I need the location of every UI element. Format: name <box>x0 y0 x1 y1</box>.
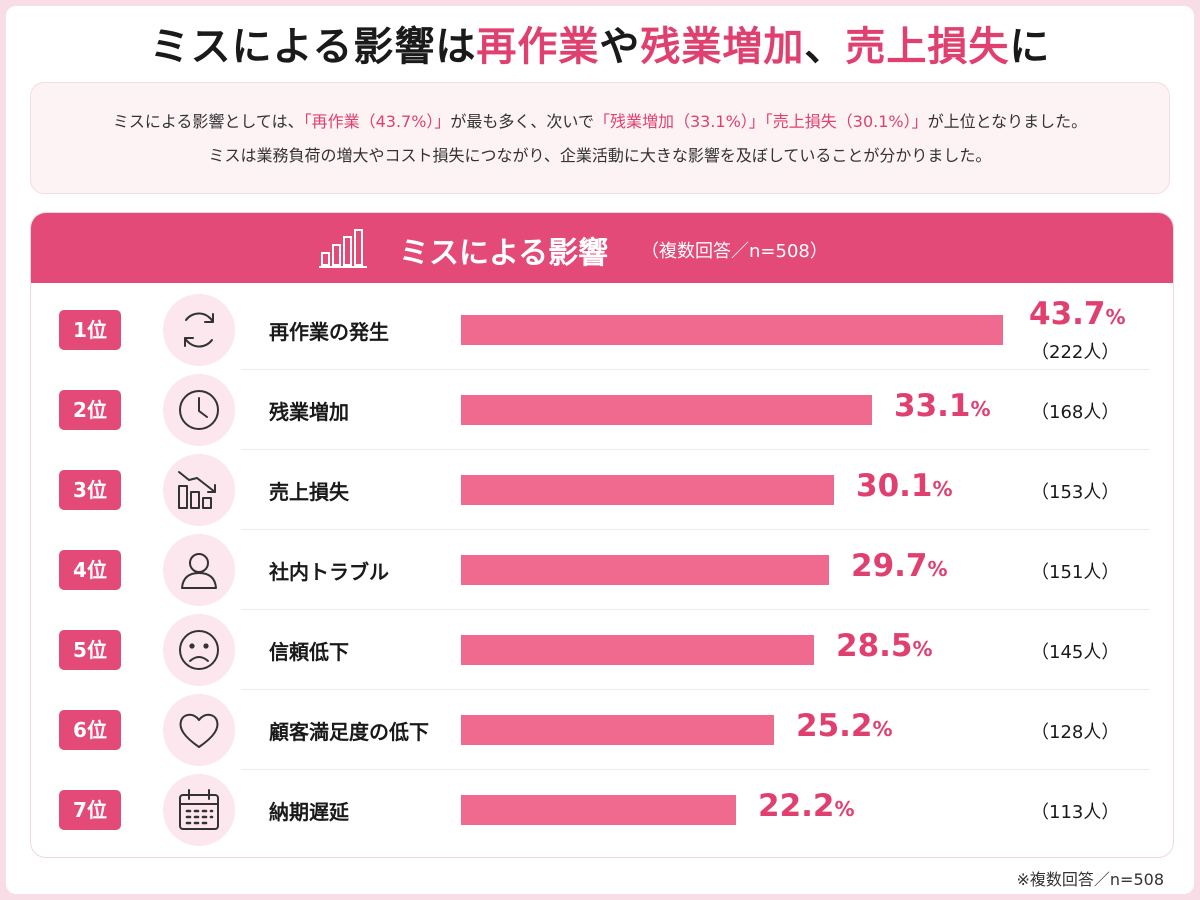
category-label: 信頼低下 <box>269 640 349 664</box>
icon-circle <box>163 374 235 446</box>
row-divider <box>241 449 1149 450</box>
rank-badge: 2位 <box>59 390 121 430</box>
clock-icon <box>179 390 219 430</box>
declining-bars-icon <box>178 471 216 509</box>
value-unit: % <box>932 477 953 501</box>
calendar-icon <box>179 789 219 830</box>
value-number: 29.7 <box>851 548 928 584</box>
count-label: （222人） <box>1031 342 1120 363</box>
value-number: 22.2 <box>758 788 835 824</box>
summary-line-1: ミスによる影響としては、「再作業（43.7%）」が最も多く、次いで「残業増加（3… <box>31 111 1169 133</box>
value-unit: % <box>872 717 893 741</box>
footnote: ※複数回答／n=508 <box>1016 870 1165 889</box>
value-number: 43.7 <box>1029 296 1106 332</box>
rank-badge: 4位 <box>59 550 121 590</box>
heart-icon <box>179 713 219 748</box>
summary-box: ミスによる影響としては、「再作業（43.7%）」が最も多く、次いで「残業増加（3… <box>30 82 1170 194</box>
category-label: 顧客満足度の低下 <box>269 720 429 744</box>
rank-badge: 7位 <box>59 790 121 830</box>
value-label: 30.1% <box>856 468 953 504</box>
count-label: （145人） <box>1031 642 1120 663</box>
bar <box>461 715 774 745</box>
bar <box>461 555 829 585</box>
value-unit: % <box>927 557 948 581</box>
bar-chart-icon <box>319 229 367 268</box>
title-part-2: や <box>599 24 641 70</box>
rank-badge: 3位 <box>59 470 121 510</box>
category-label: 再作業の発生 <box>269 320 389 344</box>
value-label: 25.2% <box>796 708 893 744</box>
chart-row: 1位 再作業の発生 43.7% （222人） <box>31 290 1173 370</box>
row-divider <box>241 689 1149 690</box>
title-part-1: ミスによる影響は <box>149 24 477 70</box>
value-number: 25.2 <box>796 708 873 744</box>
value-label: 28.5% <box>836 628 933 664</box>
value-number: 30.1 <box>856 468 933 504</box>
chart-row: 3位 売上損失 30.1% （153人） <box>31 450 1173 530</box>
chart-card: ミスによる影響 （複数回答／n=508） 1位 再作業の発生 43.7% （222人）… <box>30 212 1174 858</box>
row-divider <box>241 529 1149 530</box>
category-label: 社内トラブル <box>269 560 389 584</box>
value-unit: % <box>834 797 855 821</box>
title-part-3: 、 <box>804 24 846 70</box>
chart-row: 2位 残業増加 33.1% （168人） <box>31 370 1173 450</box>
value-unit: % <box>970 397 991 421</box>
bar <box>461 635 814 665</box>
chart-note: （複数回答／n=508） <box>641 241 828 262</box>
category-label: 残業増加 <box>269 400 349 424</box>
count-label: （151人） <box>1031 562 1120 583</box>
value-number: 28.5 <box>836 628 913 664</box>
value-unit: % <box>1105 305 1126 329</box>
bar <box>461 315 1003 345</box>
value-number: 33.1 <box>894 388 971 424</box>
chart-title: ミスによる影響 <box>399 236 609 271</box>
bar <box>461 395 872 425</box>
value-label: 22.2% <box>758 788 855 824</box>
rank-badge: 6位 <box>59 710 121 750</box>
chart-row: 5位 信頼低下 28.5% （145人） <box>31 610 1173 690</box>
chart-row: 6位 顧客満足度の低下 25.2% （128人） <box>31 690 1173 770</box>
value-label: 29.7% <box>851 548 948 584</box>
row-divider <box>241 769 1149 770</box>
title-highlight-rework: 再作業 <box>476 24 600 70</box>
value-unit: % <box>912 637 933 661</box>
title-highlight-overtime: 残業増加 <box>640 24 805 70</box>
chart-row: 4位 社内トラブル 29.7% （151人） <box>31 530 1173 610</box>
bar <box>461 475 834 505</box>
rank-badge: 1位 <box>59 310 121 350</box>
category-label: 売上損失 <box>269 480 349 504</box>
count-label: （128人） <box>1031 722 1120 743</box>
refresh-icon <box>184 312 214 348</box>
summary-text-c: が最も多く、次いで <box>450 112 594 131</box>
rank-badge: 5位 <box>59 630 121 670</box>
person-icon <box>181 553 217 589</box>
icon-circle <box>163 454 235 526</box>
title-highlight-sales-loss: 売上損失 <box>845 24 1010 70</box>
row-divider <box>241 369 1149 370</box>
row-divider <box>241 609 1149 610</box>
chart-row: 7位 納期遅延 22.2% （113人） <box>31 770 1173 850</box>
icon-circle <box>163 534 235 606</box>
summary-line-2: ミスは業務負荷の増大やコスト損失につながり、企業活動に大きな影響を及ぼしているこ… <box>208 146 992 165</box>
page-title: ミスによる影響は再作業や残業増加、売上損失に <box>0 14 1200 72</box>
value-label: 33.1% <box>894 388 991 424</box>
count-label: （168人） <box>1031 402 1120 423</box>
icon-circle <box>163 294 235 366</box>
icon-circle <box>163 774 235 846</box>
count-label: （113人） <box>1031 802 1120 823</box>
summary-highlight-others: 「残業増加（33.1%）」「売上損失（30.1%）」 <box>593 112 928 131</box>
count-label: （153人） <box>1031 482 1120 503</box>
bar <box>461 795 736 825</box>
category-label: 納期遅延 <box>269 800 349 824</box>
summary-text-a: ミスによる影響としては、 <box>112 112 304 131</box>
summary-text-e: が上位となりました。 <box>927 112 1088 131</box>
summary-highlight-rework: 「再作業（43.7%）」 <box>303 112 451 131</box>
sad-face-icon <box>179 630 219 670</box>
value-label: 43.7% <box>1029 296 1126 332</box>
icon-circle <box>163 614 235 686</box>
icon-circle <box>163 694 235 766</box>
chart-header: ミスによる影響 （複数回答／n=508） <box>31 213 1173 283</box>
title-part-4: に <box>1009 24 1051 70</box>
